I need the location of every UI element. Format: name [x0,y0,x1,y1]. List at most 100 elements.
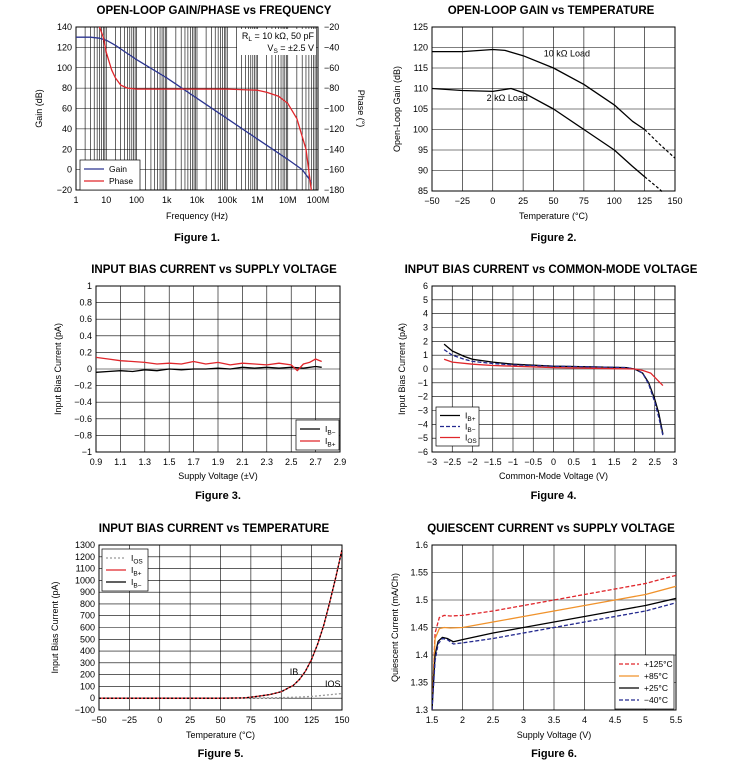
fig2-plot-frame [431,26,676,192]
fig2-title: OPEN-LOOP GAIN vs TEMPERATURE [448,5,655,17]
fig6-legend-label: −40°C [644,695,668,705]
fig5-ytick-label: 600 [80,623,95,633]
fig2-ytick-label: 115 [414,63,428,73]
fig5-ytick-label: 1200 [75,552,95,562]
fig2-ytick-label: 110 [414,84,428,94]
fig1-xtick-label: 10M [279,195,297,205]
fig2-xtick-label: −25 [455,196,470,206]
fig2-grid [431,26,676,192]
fig3-xtick-label: 2.5 [285,457,298,467]
fig6-caption: Figure 6. [531,748,577,760]
fig1-x-axis-label: Frequency (Hz) [166,211,228,221]
fig4-xtick-label: −0.5 [524,457,542,467]
fig4-y-axis-label: Input Bias Current (pA) [397,323,407,415]
fig3-ytick-label: −1 [82,447,92,457]
fig1-chart: OPEN-LOOP GAIN/PHASE vs FREQUENCY 1 10 100 1… [34,5,366,244]
fig6-ytick-label: 1.4 [415,650,428,660]
fig2-x-axis-label: Temperature (°C) [519,211,588,221]
fig2-series-line [432,48,645,131]
fig3-xtick-label: 1.5 [163,457,176,467]
fig1-title: OPEN-LOOP GAIN/PHASE vs FREQUENCY [97,5,332,17]
fig6-ytick-label: 1.6 [415,540,428,550]
fig5-legend-label: IB+ [131,565,142,578]
fig4-series-line [443,358,664,387]
fig3-chart: INPUT BIAS CURRENT vs SUPPLY VOLTAGE 0.9 1… [53,264,346,502]
fig4-ytick-label: −4 [418,419,428,429]
fig4-ytick-label: −1 [418,378,428,388]
fig3-series-line [96,365,322,373]
fig1-xtick-label: 10 [101,195,111,205]
fig2-ytick-label: 95 [418,145,428,155]
fig3-legend-label: IB− [325,424,336,437]
fig1-y2tick-label: −140 [324,144,344,154]
fig6-ytick-label: 1.55 [410,568,428,578]
fig3-legend-box [295,419,340,451]
fig6-chart: QUIESCENT CURRENT vs SUPPLY VOLTAGE 1.5 2 2… [390,523,682,760]
fig3-xtick-label: 0.9 [90,457,103,467]
fig6-xtick-label: 3.5 [548,715,561,725]
fig4-xtick-label: 1 [591,457,596,467]
fig4-ytick-label: 3 [423,323,428,333]
fig4-ytick-label: −5 [418,433,428,443]
fig1-plot-frame [75,26,319,191]
fig6-title: QUIESCENT CURRENT vs SUPPLY VOLTAGE [427,523,675,535]
fig5-ytick-label: 1000 [75,575,95,585]
fig4-plot-frame [431,285,676,453]
fig6-ytick-label: 1.45 [410,623,428,633]
fig1-y2tick-label: −160 [324,165,344,175]
fig5-ytick-label: 1100 [76,564,95,574]
fig6-x-axis-label: Supply Voltage (V) [517,730,592,740]
fig4-ytick-label: 6 [423,281,428,291]
fig6-xtick-label: 4.5 [609,715,622,725]
fig3-series-line [96,356,322,372]
fig2-xtick-label: 75 [579,196,589,206]
fig6-ytick-label: 1.3 [415,705,428,715]
fig2-xtick-label: 25 [518,196,528,206]
fig2-ytick-label: 85 [418,186,428,196]
fig1-ytick-label: 120 [57,42,72,52]
fig5-chart: INPUT BIAS CURRENT vs TEMPERATURE −50 −25 0… [50,523,350,760]
fig1-y2tick-label: −180 [324,185,344,195]
fig3-xtick-label: 1.1 [114,457,127,467]
fig3-x-axis-label: Supply Voltage (±V) [178,471,257,481]
fig4-ytick-label: 5 [423,295,428,305]
fig5-ytick-label: 700 [80,611,95,621]
fig1-legend-label: Gain [109,164,127,174]
fig1-y2tick-label: −80 [324,83,339,93]
fig6-xtick-label: 1.5 [426,715,439,725]
fig5-xtick-label: 75 [246,715,256,725]
fig5-xtick-label: −50 [91,715,106,725]
fig5-ytick-label: 300 [80,658,95,668]
fig3-ytick-label: 0.2 [79,347,92,357]
fig5-legend-label: IB− [131,577,142,590]
fig6-xtick-label: 2.5 [487,715,500,725]
fig2-ytick-label: 90 [418,166,428,176]
fig4-series-group [443,343,664,436]
fig1-y2-axis-label: Phase (°) [356,90,366,128]
fig4-xtick-label: 0.5 [567,457,580,467]
fig4-ytick-label: 1 [423,350,428,360]
fig2-ytick-label: 125 [413,22,428,32]
fig4-legend-label: IB+ [465,411,476,424]
fig1-ytick-label: 100 [57,63,72,73]
fig2-series-group [432,48,675,192]
fig1-ytick-label: 20 [62,144,72,154]
fig4-xtick-label: −3 [427,457,437,467]
fig4-legend: IB+IB−IOS [435,406,480,447]
fig1-xtick-label: 10k [190,195,205,205]
fig4-ytick-label: −2 [418,392,428,402]
fig1-ytick-label: 0 [67,165,72,175]
fig3-ytick-label: −0.6 [74,414,92,424]
fig2-caption: Figure 2. [531,232,577,244]
fig4-ytick-label: −6 [418,447,428,457]
fig5-xtick-label: 0 [157,715,162,725]
fig6-xtick-label: 3 [521,715,526,725]
fig1-y2tick-label: −120 [324,124,344,134]
fig5-xtick-label: 100 [274,715,289,725]
fig6-xtick-label: 5 [643,715,648,725]
fig5-y-axis-label: Input Bias Current (pA) [50,581,60,673]
fig2-ytick-label: 120 [413,43,428,53]
